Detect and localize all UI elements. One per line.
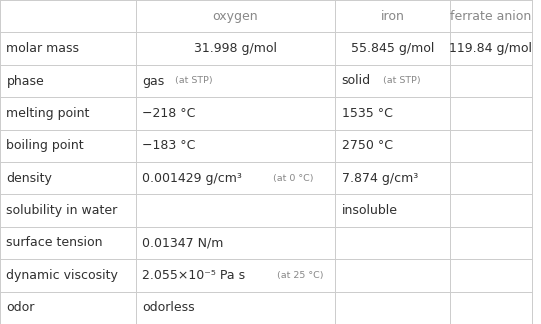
Text: 2750 °C: 2750 °C (341, 139, 393, 152)
Text: 2.055×10⁻⁵ Pa s: 2.055×10⁻⁵ Pa s (142, 269, 245, 282)
Text: odorless: odorless (142, 301, 195, 314)
Text: oxygen: oxygen (213, 10, 258, 23)
Text: 7.874 g/cm³: 7.874 g/cm³ (341, 172, 418, 185)
Text: 119.84 g/mol: 119.84 g/mol (449, 42, 532, 55)
Text: (at 0 °C): (at 0 °C) (273, 174, 314, 183)
Text: boiling point: boiling point (6, 139, 84, 152)
Text: odor: odor (6, 301, 35, 314)
Text: iron: iron (380, 10, 404, 23)
Text: 55.845 g/mol: 55.845 g/mol (351, 42, 434, 55)
Text: 1535 °C: 1535 °C (341, 107, 392, 120)
Text: (at 25 °C): (at 25 °C) (277, 271, 324, 280)
Text: 0.01347 N/m: 0.01347 N/m (142, 237, 223, 249)
Text: insoluble: insoluble (341, 204, 398, 217)
Text: solid: solid (341, 75, 371, 87)
Text: solubility in water: solubility in water (6, 204, 117, 217)
Text: surface tension: surface tension (6, 237, 103, 249)
Text: melting point: melting point (6, 107, 90, 120)
Text: (at STP): (at STP) (175, 76, 212, 86)
Text: ferrate anion: ferrate anion (450, 10, 531, 23)
Text: −183 °C: −183 °C (142, 139, 195, 152)
Text: −218 °C: −218 °C (142, 107, 195, 120)
Text: 31.998 g/mol: 31.998 g/mol (194, 42, 277, 55)
Text: (at STP): (at STP) (382, 76, 420, 86)
Text: gas: gas (142, 75, 164, 87)
Text: 0.001429 g/cm³: 0.001429 g/cm³ (142, 172, 242, 185)
Text: density: density (6, 172, 52, 185)
Text: phase: phase (6, 75, 44, 87)
Text: dynamic viscosity: dynamic viscosity (6, 269, 118, 282)
Text: molar mass: molar mass (6, 42, 80, 55)
